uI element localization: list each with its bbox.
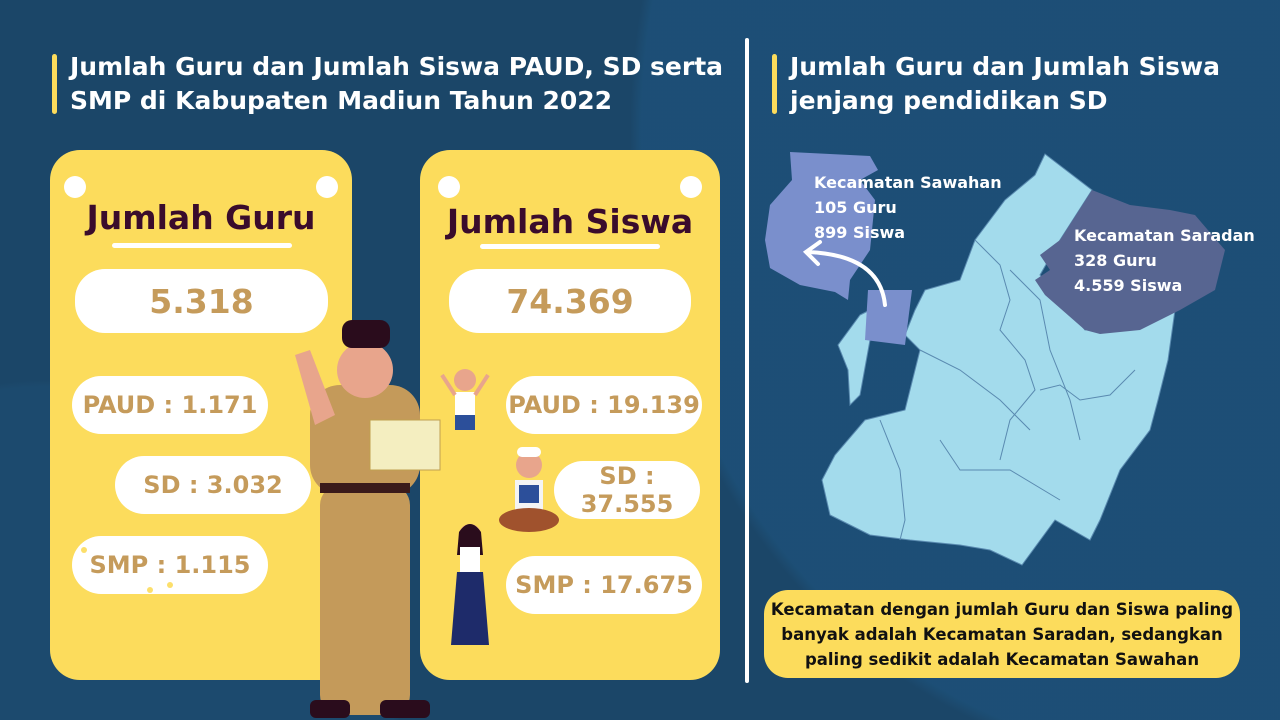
student-boy-illustration	[440, 369, 490, 430]
teacher-illustration	[295, 320, 441, 718]
card-hole	[438, 176, 460, 198]
siswa-paud: PAUD : 19.139	[506, 376, 702, 434]
right-title: Jumlah Guru dan Jumlah Siswa jenjang pen…	[772, 50, 1252, 118]
guru-total: 5.318	[75, 269, 328, 333]
student-reading-illustration	[499, 447, 559, 532]
sawahan-siswa: 899 Siswa	[814, 223, 906, 242]
sawahan-name: Kecamatan Sawahan	[814, 173, 1002, 192]
saradan-label: Kecamatan Saradan 328 Guru 4.559 Siswa	[1074, 223, 1255, 298]
card-hole	[680, 176, 702, 198]
guru-card: Jumlah Guru 5.318 PAUD : 1.171 SD : 3.03…	[50, 150, 352, 680]
guru-sd: SD : 3.032	[115, 456, 311, 514]
guru-paud: PAUD : 1.171	[72, 376, 268, 434]
saradan-guru: 328 Guru	[1074, 251, 1157, 270]
sawahan-label: Kecamatan Sawahan 105 Guru 899 Siswa	[814, 170, 1002, 245]
section-divider	[745, 38, 749, 683]
left-title-line2: SMP di Kabupaten Madiun Tahun 2022	[70, 86, 613, 115]
student-girl-illustration	[451, 524, 489, 645]
right-title-line2: jenjang pendidikan SD	[790, 86, 1108, 115]
siswa-smp: SMP : 17.675	[506, 556, 702, 614]
left-title: Jumlah Guru dan Jumlah Siswa PAUD, SD se…	[52, 50, 732, 118]
card-hole	[64, 176, 86, 198]
map-region-sawahan	[765, 152, 878, 300]
siswa-heading: Jumlah Siswa	[446, 202, 694, 241]
guru-heading: Jumlah Guru	[86, 198, 316, 237]
guru-smp: SMP : 1.115	[72, 536, 268, 594]
siswa-total: 74.369	[449, 269, 691, 333]
saradan-name: Kecamatan Saradan	[1074, 226, 1255, 245]
sawahan-guru: 105 Guru	[814, 198, 897, 217]
saradan-siswa: 4.559 Siswa	[1074, 276, 1183, 295]
note-line2: banyak adalah Kecamatan Saradan, sedangk…	[781, 625, 1223, 644]
siswa-sd: SD : 37.555	[554, 461, 700, 519]
summary-note: Kecamatan dengan jumlah Guru dan Siswa p…	[764, 590, 1240, 678]
dots-decoration	[63, 496, 193, 668]
left-title-line1: Jumlah Guru dan Jumlah Siswa PAUD, SD se…	[70, 52, 724, 81]
arrow-icon	[802, 240, 887, 307]
card-hole	[316, 176, 338, 198]
map-region-sawahan-small	[865, 290, 912, 345]
right-title-line1: Jumlah Guru dan Jumlah Siswa	[790, 52, 1221, 81]
note-line3: paling sedikit adalah Kecamatan Sawahan	[804, 650, 1200, 669]
note-line1: Kecamatan dengan jumlah Guru dan Siswa p…	[770, 600, 1234, 619]
heading-underline	[112, 243, 292, 248]
heading-underline	[480, 244, 660, 249]
map-region-saradan	[1035, 190, 1225, 334]
